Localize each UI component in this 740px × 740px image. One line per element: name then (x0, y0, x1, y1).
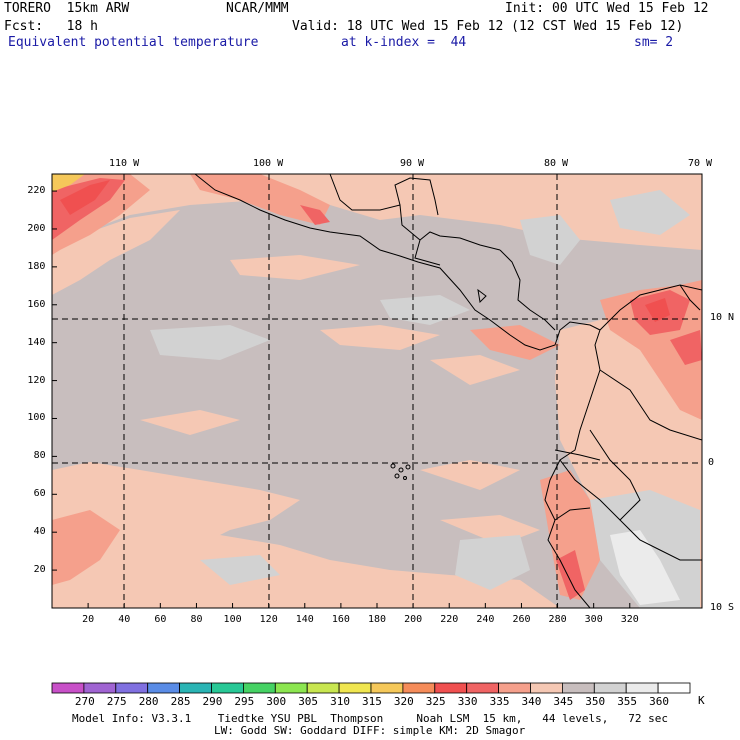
lat-label-10n: 10 N (710, 312, 735, 323)
colorbar-level-label: 330 (457, 695, 478, 708)
colorbar-swatch (274, 682, 308, 694)
forecast-hour: Fcst: 18 h (4, 19, 98, 34)
lon-label-110w: 110 W (109, 158, 140, 169)
x-tick-label: 20 (82, 614, 95, 625)
colorbar-swatch (625, 682, 659, 694)
y-tick-label: 20 (33, 564, 46, 576)
smooth-label: sm= 2 (634, 35, 674, 50)
lon-label-90w: 90 W (400, 158, 425, 169)
y-tick-label: 160 (27, 298, 46, 310)
colorbar-swatch (657, 682, 691, 694)
model-title: TORERO 15km ARW (4, 1, 130, 16)
valid-time: Valid: 18 UTC Wed 15 Feb 12 (12 CST Wed … (292, 19, 684, 34)
field-325-330 (60, 180, 670, 322)
field-name: Equivalent potential temperature (8, 35, 259, 50)
lat-label-10s: 10 S (710, 602, 735, 613)
center-label: NCAR/MMM (226, 1, 289, 16)
x-tick-label: 240 (476, 614, 495, 625)
colorbar-swatch (147, 682, 180, 694)
colorbar-level-label: 315 (362, 695, 382, 708)
colorbar-swatch (402, 682, 436, 694)
x-tick-label: 220 (440, 614, 459, 625)
y-tick-label: 180 (27, 260, 46, 272)
x-tick-label: 40 (118, 614, 131, 625)
y-tick-label: 60 (33, 488, 46, 500)
lat-label-0: 0 (708, 457, 715, 468)
colorbar-swatch (562, 682, 595, 694)
colorbar-swatch (466, 682, 500, 694)
colorbar-level-label: 335 (489, 695, 510, 708)
x-tick-label: 200 (404, 614, 423, 625)
colorbar-level-label: 305 (298, 695, 319, 708)
colorbar-level-label: 300 (266, 695, 287, 708)
lon-label-70w: 70 W (688, 158, 713, 169)
y-tick-label: 140 (27, 336, 46, 348)
init-time: Init: 00 UTC Wed 15 Feb 12 (505, 1, 709, 16)
colorbar-level-label: 280 (138, 695, 159, 708)
y-tick-label: 80 (33, 450, 46, 462)
y-tick-label: 120 (27, 374, 46, 386)
x-tick-label: 300 (584, 614, 603, 625)
y-tick-label: 40 (33, 526, 46, 538)
colorbar-unit: K (698, 694, 705, 707)
field-350-355 (150, 190, 700, 608)
colorbar-swatch (530, 682, 563, 694)
colorbar-swatch (51, 682, 85, 694)
colorbar-swatch (179, 682, 212, 694)
x-tick-label: 280 (548, 614, 567, 625)
colorbar-level-label: 325 (425, 695, 446, 708)
x-tick-label: 140 (295, 614, 314, 625)
colorbar-level-label: 355 (617, 695, 638, 708)
colorbar-swatch (593, 682, 627, 694)
colorbar-swatch (370, 682, 404, 694)
level-label: at k-index = 44 (341, 35, 467, 50)
colorbar-swatch (434, 682, 468, 694)
x-tick-label: 180 (368, 614, 387, 625)
model-info-line1: Model Info: V3.3.1 Tiedtke YSU PBL Thomp… (72, 712, 669, 725)
lon-label-80w: 80 W (544, 158, 569, 169)
colorbar-swatch (338, 682, 372, 694)
colorbar-level-label: 360 (649, 695, 669, 708)
field-320-325 (52, 174, 85, 192)
x-tick-label: 80 (190, 614, 203, 625)
colorbar-level-label: 290 (202, 695, 223, 708)
x-tick-label: 60 (154, 614, 167, 625)
colorbar-swatch (211, 682, 244, 694)
x-tick-label: 320 (620, 614, 639, 625)
y-tick-label: 100 (27, 412, 46, 424)
field-355-360 (610, 530, 680, 605)
colorbar-level-label: 295 (234, 695, 255, 708)
colorbar-swatch (83, 682, 117, 694)
y-tick-label: 200 (27, 222, 46, 234)
colorbar-level-label: 270 (74, 695, 95, 708)
colorbar-swatch (242, 682, 276, 694)
y-tick-label: 220 (27, 185, 46, 197)
colorbar-level-label: 275 (106, 695, 127, 708)
lat-lon-grid (52, 174, 702, 608)
colorbar-level-label: 310 (330, 695, 350, 708)
colorbar-level-label: 350 (585, 695, 606, 708)
colorbar-level-label: 320 (393, 695, 414, 708)
coastlines (194, 174, 702, 608)
colorbar-swatch (115, 682, 149, 694)
model-info-line2: LW: Godd SW: Goddard DIFF: simple KM: 2D… (214, 724, 526, 737)
x-tick-label: 100 (223, 614, 242, 625)
colorbar-level-label: 285 (170, 695, 191, 708)
colorbar-swatch (306, 682, 340, 694)
lon-label-100w: 100 W (253, 158, 284, 169)
colorbar-level-label: 340 (521, 695, 542, 708)
x-tick-label: 260 (512, 614, 531, 625)
theta-e-map (51, 173, 703, 609)
colorbar-level-label: 345 (553, 695, 574, 708)
x-tick-label: 160 (331, 614, 350, 625)
colorbar-swatch (498, 682, 531, 694)
x-tick-label: 120 (259, 614, 278, 625)
